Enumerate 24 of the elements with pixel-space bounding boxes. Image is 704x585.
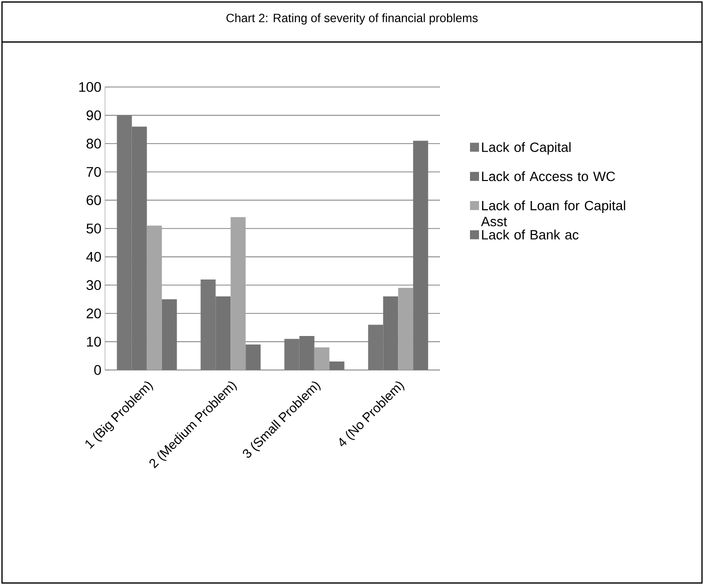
legend-label: Lack of Capital: [482, 142, 571, 155]
y-tick-label: 50: [86, 224, 101, 234]
legend-label: Lack of Loan for Capital Asst: [481, 200, 626, 226]
bar: [146, 226, 162, 370]
bar: [413, 140, 428, 370]
y-tick-label: 10: [87, 336, 101, 347]
legend-label: Lack of Bank ac: [482, 230, 579, 240]
bar: [329, 362, 344, 370]
bar: [230, 217, 246, 370]
chart-title: Chart 2: Rating of severity of financial problems: [226, 13, 478, 25]
y-tick-label: 40: [86, 252, 101, 262]
y-tick-label: 0: [94, 365, 101, 375]
y-tick-label: 60: [86, 195, 101, 206]
bar: [246, 344, 261, 370]
y-tick-label: 70: [86, 166, 101, 177]
legend-label: Lack of Access to WC: [482, 171, 615, 182]
bar: [162, 299, 177, 370]
bar: [314, 347, 330, 370]
y-tick-label: 100: [79, 82, 101, 92]
y-tick-label: 90: [86, 110, 101, 120]
y-tick-label: 30: [86, 280, 101, 290]
bar: [398, 288, 414, 370]
y-tick-label: 20: [86, 308, 101, 318]
y-tick-label: 80: [86, 138, 101, 149]
